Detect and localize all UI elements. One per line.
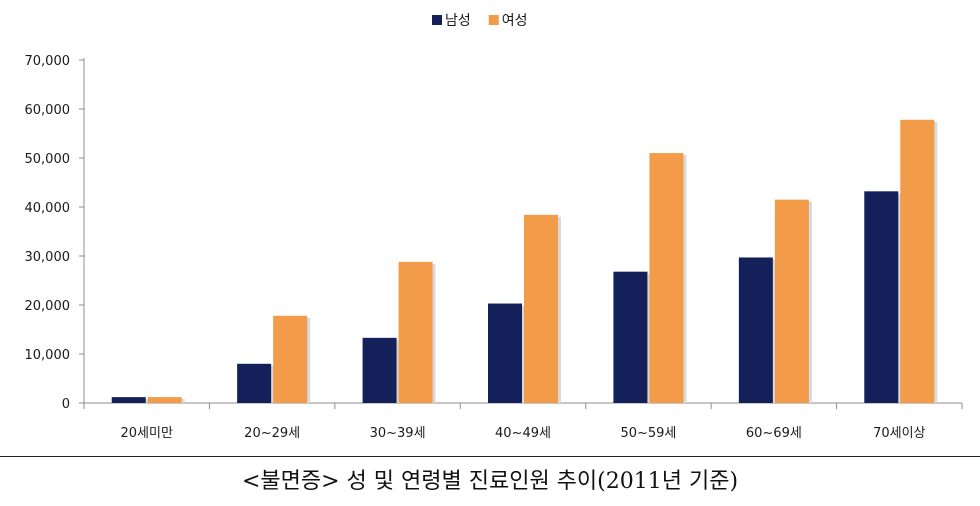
x-tick-label: 20~29세 [244, 426, 300, 441]
x-tick-label: 70세이상 [873, 426, 925, 441]
legend-swatch [488, 15, 499, 25]
x-tick-label: 60~69세 [746, 426, 802, 441]
x-tick-label: 50~59세 [620, 426, 676, 441]
bar-female [398, 261, 433, 403]
y-tick-label: 50,000 [25, 152, 71, 167]
bar-female [273, 315, 308, 403]
bar-female [524, 214, 558, 403]
bar-male [738, 257, 773, 403]
y-tick-label: 20,000 [25, 299, 71, 314]
x-tick-label: 40~49세 [495, 426, 551, 441]
y-tick-label: 60,000 [25, 103, 71, 118]
bar-male [864, 191, 899, 403]
y-tick-label: 0 [62, 397, 70, 412]
caption-divider [0, 456, 980, 457]
bar-female [900, 119, 935, 403]
bar-male [613, 271, 648, 403]
bar-male [237, 363, 272, 403]
figure-caption: <불면증> 성 및 연령별 진료인원 추이(2011년 기준) [241, 469, 739, 494]
y-tick-label: 40,000 [25, 201, 71, 216]
x-tick-label: 20세미만 [120, 426, 172, 441]
bar-male [362, 337, 397, 403]
bar-female [649, 153, 684, 403]
legend-label: 남성 [445, 13, 471, 29]
bars [111, 119, 938, 403]
x-tick-label: 30~39세 [370, 426, 426, 441]
x-axis: 20세미만 20~29세 30~39세 40~49세 50~59세 60~69세 70세이상 [83, 402, 963, 441]
y-tick-label: 30,000 [25, 250, 71, 265]
y-tick-label: 10,000 [25, 348, 71, 363]
legend-swatch [432, 15, 442, 25]
y-axis: 0 10,000 20,000 30,000 40,000 50,000 60,000 70,… [25, 54, 85, 412]
legend-label: 여성 [502, 13, 528, 29]
bar-male [488, 303, 522, 403]
y-tick-label: 70,000 [25, 54, 71, 69]
bar-female [147, 397, 182, 403]
bar-chart: 남성 여성 0 10,000 20,000 30,000 40,000 50,000 60,0… [25, 13, 963, 441]
bar-male [111, 397, 146, 403]
legend: 남성 여성 [432, 13, 528, 29]
bar-female [774, 199, 809, 403]
